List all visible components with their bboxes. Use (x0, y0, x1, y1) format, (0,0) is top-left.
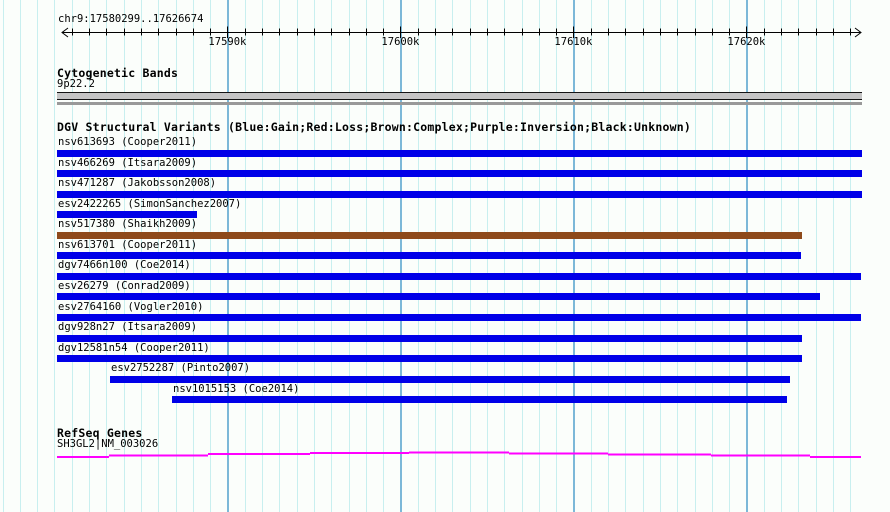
cytoband-underline (57, 102, 862, 105)
variant-label[interactable]: esv2752287 (Pinto2007) (111, 362, 251, 375)
variant-bar[interactable] (57, 231, 802, 239)
cytoband-bar[interactable] (57, 92, 862, 100)
minor-gridline (815, 0, 817, 512)
variant-bar[interactable] (57, 272, 861, 280)
variant-label[interactable]: nsv1015153 (Coe2014) (173, 382, 300, 395)
variant-bar[interactable] (172, 396, 787, 404)
variant-bar[interactable] (57, 190, 862, 198)
variant-bar[interactable] (57, 149, 862, 157)
variant-label[interactable]: esv2422265 (SimonSanchez2007) (58, 197, 242, 210)
variant-bar[interactable] (57, 355, 802, 363)
variant-label[interactable]: nsv613693 (Cooper2011) (58, 136, 198, 148)
region-label: chr9:17580299..17626674 (58, 13, 204, 25)
variant-label[interactable]: nsv466269 (Itsara2009) (58, 156, 198, 169)
minor-gridline (832, 0, 834, 512)
ruler-left-arrow-icon (61, 27, 69, 38)
genes-section-title: RefSeq Genes (57, 426, 143, 440)
ruler-tick-label: 17600k (381, 36, 420, 48)
variant-bar[interactable] (57, 314, 861, 322)
variant-label[interactable]: dgv7466n100 (Coe2014) (58, 259, 191, 272)
variant-label[interactable]: dgv12581n54 (Cooper2011) (58, 341, 210, 354)
gene-name-label: SH3GL2|NM_003026 (57, 438, 159, 450)
variant-label[interactable]: dgv928n27 (Itsara2009) (58, 321, 198, 334)
minor-gridline (2, 0, 4, 512)
variants-section-title: DGV Structural Variants (Blue:Gain;Red:L… (57, 120, 691, 134)
variant-bar[interactable] (57, 170, 862, 178)
variant-bar[interactable] (57, 334, 802, 342)
variant-label[interactable]: nsv517380 (Shaikh2009) (58, 218, 198, 231)
cytoband-name-label: 9p22.2 (57, 78, 95, 90)
minor-gridline (37, 0, 39, 512)
cytobands-section-title: Cytogenetic Bands (57, 66, 179, 80)
minor-gridline (850, 0, 852, 512)
variant-label[interactable]: nsv471287 (Jakobsson2008) (58, 177, 217, 190)
variant-label[interactable]: esv26279 (Conrad2009) (58, 279, 191, 292)
variant-bar[interactable] (57, 211, 197, 219)
variant-label[interactable]: nsv613701 (Cooper2011) (58, 238, 198, 251)
ruler-right-arrow-icon (854, 27, 862, 38)
ruler-tick-label: 17620k (727, 36, 766, 48)
ruler-tick-label: 17590k (208, 36, 247, 48)
minor-gridline (19, 0, 21, 512)
variant-bar[interactable] (110, 375, 790, 383)
variant-label[interactable]: esv2764160 (Vogler2010) (58, 300, 204, 313)
variant-bar[interactable] (57, 293, 820, 301)
minor-gridline (54, 0, 56, 512)
ruler-tick-label: 17610k (554, 36, 593, 48)
variant-bar[interactable] (57, 252, 801, 260)
